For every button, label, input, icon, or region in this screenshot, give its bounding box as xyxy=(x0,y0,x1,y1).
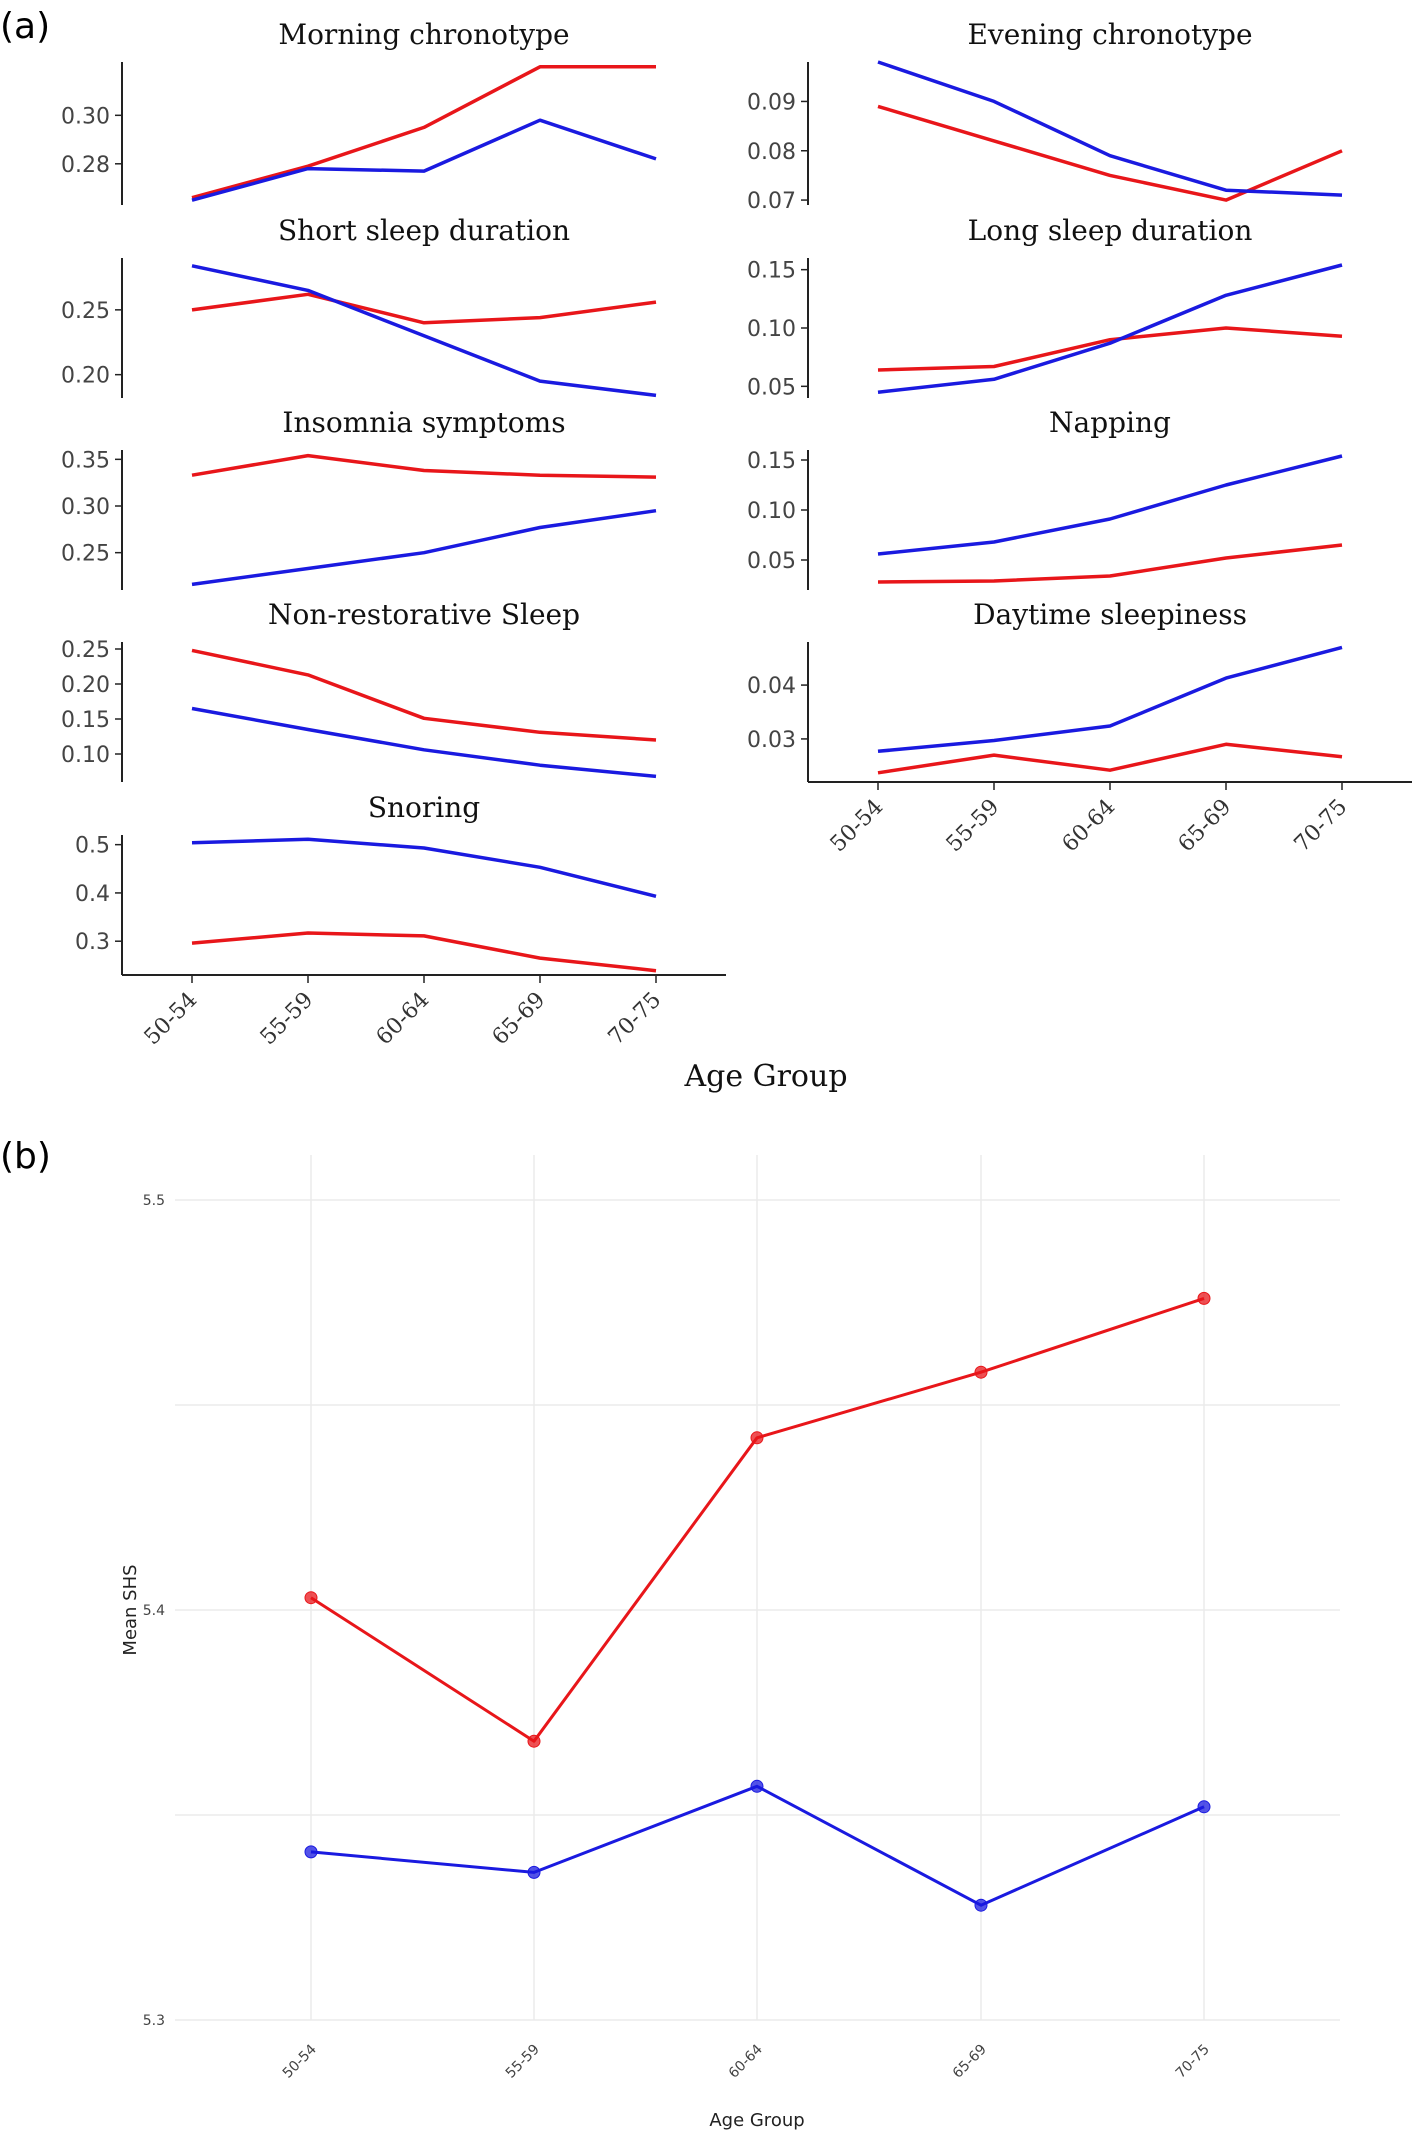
y-tick-label: 0.25 xyxy=(61,299,110,324)
series-line-blue xyxy=(191,118,657,202)
y-tick-label: 0.04 xyxy=(747,674,796,699)
y-tick-label: 0.30 xyxy=(61,104,110,129)
subplot-title: Long sleep duration xyxy=(968,214,1253,247)
subplot-6: Napping 0.05 0.10 0.15 xyxy=(747,406,1343,590)
y-tick-label: 0.15 xyxy=(747,449,796,474)
y-axis-label: Mean SHS xyxy=(120,1564,141,1655)
subplot-3: Short sleep duration 0.20 0.25 xyxy=(61,214,657,398)
panel-a-label: (a) xyxy=(0,6,50,47)
subplot-title: Evening chronotype xyxy=(967,18,1252,51)
subplot-mean-shs: 5.3 5.4 5.5 50-54 55-59 60-64 65-69 70-75 Age Gr… xyxy=(120,1155,1340,2131)
x-tick-label: 70-75 xyxy=(1290,795,1353,858)
series-line-blue xyxy=(877,454,1343,556)
panel-b-label: (b) xyxy=(0,1136,51,1177)
series-line-blue xyxy=(191,706,657,779)
x-tick-label: 65-69 xyxy=(950,2042,990,2082)
data-point-blue xyxy=(527,1865,541,1879)
data-point-blue xyxy=(974,1898,988,1912)
subplot-5: Insomnia symptoms 0.25 0.30 0.35 xyxy=(61,406,657,590)
x-tick-label: 60-64 xyxy=(372,988,435,1051)
data-point-red xyxy=(974,1365,988,1379)
x-tick-label: 60-64 xyxy=(1058,795,1121,858)
y-tick-label: 5.5 xyxy=(143,1193,165,1209)
y-tick-label: 0.10 xyxy=(61,743,110,768)
x-tick-label: 65-69 xyxy=(488,988,551,1051)
series-line-red xyxy=(191,931,657,973)
y-tick-label: 0.05 xyxy=(747,375,796,400)
series-line-red xyxy=(191,65,656,200)
data-point-red xyxy=(1197,1291,1211,1305)
y-tick-label: 0.03 xyxy=(747,728,796,753)
subplot-1: Morning chronotype 0.28 0.30 xyxy=(61,18,657,205)
series-line-red xyxy=(877,543,1343,584)
y-tick-label: 0.25 xyxy=(61,638,110,663)
y-tick-label: 0.15 xyxy=(61,708,110,733)
data-point-blue xyxy=(750,1779,764,1793)
y-tick-label: 0.10 xyxy=(747,317,796,342)
y-tick-label: 5.4 xyxy=(143,1603,165,1619)
y-tick-label: 0.20 xyxy=(61,673,110,698)
y-tick-label: 0.05 xyxy=(747,549,796,574)
x-tick-label: 60-64 xyxy=(726,2041,766,2081)
y-tick-label: 0.5 xyxy=(75,834,110,859)
y-tick-label: 0.20 xyxy=(61,364,110,389)
y-tick-label: 0.35 xyxy=(61,448,110,473)
data-point-red xyxy=(750,1431,764,1445)
subplot-title: Morning chronotype xyxy=(278,18,569,51)
series-line-blue xyxy=(877,263,1343,394)
y-tick-label: 0.25 xyxy=(61,542,110,567)
x-tick-label: 50-54 xyxy=(826,795,889,858)
subplot-title: Non-restorative Sleep xyxy=(268,598,580,631)
series-line-blue xyxy=(877,645,1343,754)
subplot-7: Non-restorative Sleep 0.10 0.15 0.20 0.25 xyxy=(61,598,657,782)
series-line-red xyxy=(191,453,657,479)
data-point-red xyxy=(527,1734,541,1748)
y-tick-label: 0.08 xyxy=(747,140,796,165)
series-line-red xyxy=(877,326,1343,372)
series-line-red xyxy=(191,292,657,325)
x-tick-label: 65-69 xyxy=(1174,795,1237,858)
subplot-2: Evening chronotype 0.07 0.08 0.09 xyxy=(747,18,1343,214)
y-tick-label: 0.28 xyxy=(61,153,110,178)
x-tick-label: 50-54 xyxy=(280,2041,320,2081)
y-tick-label: 0.10 xyxy=(747,499,796,524)
series-line-blue xyxy=(191,508,657,587)
subplot-title: Short sleep duration xyxy=(278,214,570,247)
x-tick-label: 55-59 xyxy=(256,988,319,1051)
y-tick-label: 0.30 xyxy=(61,495,110,520)
y-tick-label: 0.09 xyxy=(747,90,796,115)
series-line-blue xyxy=(191,264,657,398)
x-tick-label: 55-59 xyxy=(942,795,1005,858)
subplot-title: Snoring xyxy=(368,791,480,824)
y-tick-label: 5.3 xyxy=(143,2013,165,2029)
series-line-red xyxy=(877,742,1343,775)
data-point-red xyxy=(304,1591,318,1605)
y-tick-label: 0.15 xyxy=(747,259,796,284)
subplot-title: Daytime sleepiness xyxy=(973,598,1247,631)
subplot-9: Snoring 0.3 0.4 0.5 50-54 55-59 60-64 65-69 70-7… xyxy=(75,791,848,1094)
x-tick-label: 70-75 xyxy=(1173,2042,1213,2082)
x-tick-label: 55-59 xyxy=(503,2042,543,2082)
subplot-title: Napping xyxy=(1049,406,1171,439)
x-tick-label: 70-75 xyxy=(604,988,667,1051)
series-line-red xyxy=(191,648,657,742)
y-tick-label: 0.3 xyxy=(75,930,110,955)
y-tick-label: 0.4 xyxy=(75,882,110,907)
subplot-8: Daytime sleepiness 0.03 0.04 50-54 55-59 60-6… xyxy=(747,598,1412,857)
x-tick-label: 50-54 xyxy=(140,988,203,1051)
x-axis-label: Age Group xyxy=(683,1059,847,1094)
y-tick-label: 0.07 xyxy=(747,189,796,214)
series-line-red xyxy=(877,104,1343,202)
x-axis-label: Age Group xyxy=(709,2110,804,2131)
series-line-blue xyxy=(877,60,1343,197)
series-line-blue xyxy=(191,837,657,898)
subplot-4: Long sleep duration 0.05 0.10 0.15 xyxy=(747,214,1343,400)
data-point-blue xyxy=(304,1845,318,1859)
subplot-title: Insomnia symptoms xyxy=(282,406,565,439)
data-point-blue xyxy=(1197,1800,1211,1814)
